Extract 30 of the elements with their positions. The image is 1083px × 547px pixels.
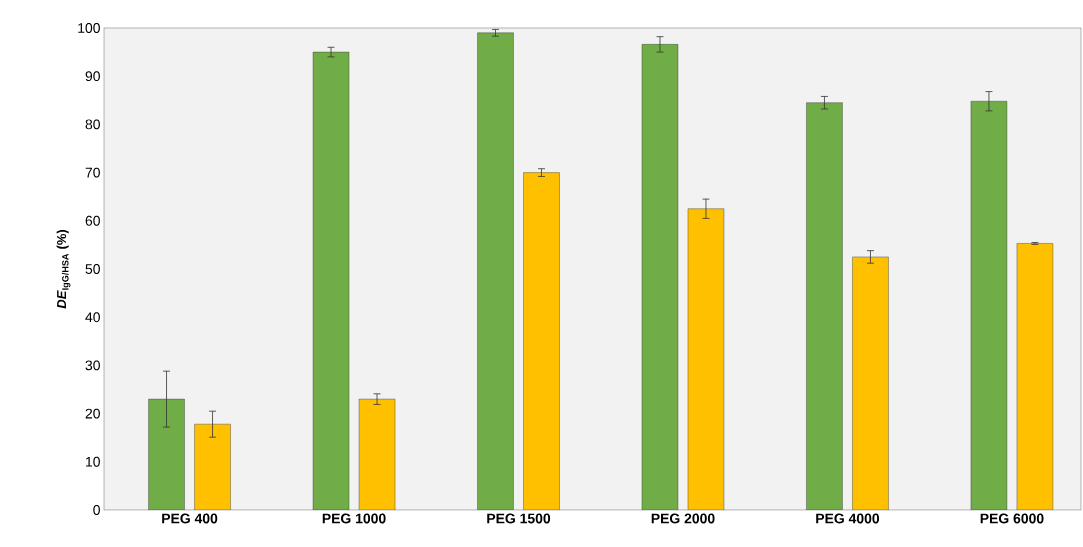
y-tick-label: 70 bbox=[85, 167, 100, 178]
bar bbox=[358, 398, 396, 510]
bar bbox=[641, 44, 679, 510]
bar bbox=[806, 102, 843, 510]
bar bbox=[852, 256, 889, 510]
x-tick-label: PEG 1000 bbox=[322, 513, 386, 524]
x-tick-label: PEG 4000 bbox=[816, 513, 880, 524]
bar bbox=[523, 172, 560, 510]
bar bbox=[687, 208, 725, 510]
y-tick-label: 50 bbox=[85, 264, 100, 274]
y-tick-label: 60 bbox=[85, 215, 100, 226]
x-tick-label: PEG 2000 bbox=[651, 513, 715, 524]
bar bbox=[312, 51, 350, 510]
y-tick-label: 30 bbox=[85, 360, 100, 371]
x-tick-label: PEG 1500 bbox=[487, 513, 551, 524]
bar bbox=[194, 423, 231, 510]
y-tick-label: 40 bbox=[85, 312, 100, 323]
y-tick-label: 80 bbox=[85, 119, 100, 130]
y-tick-label: 0 bbox=[93, 505, 100, 515]
y-tick-label: 90 bbox=[85, 71, 100, 82]
y-axis-title: DE$_{IgG/HSA}$ (%) bbox=[56, 229, 71, 309]
y-tick-label: 10 bbox=[86, 456, 100, 467]
bar bbox=[477, 32, 514, 510]
bar bbox=[1016, 243, 1054, 510]
y-tick-label: 20 bbox=[85, 408, 100, 419]
y-tick-label: 100 bbox=[78, 23, 100, 33]
x-tick-label: PEG 400 bbox=[162, 513, 218, 524]
x-tick-label: PEG 6000 bbox=[980, 513, 1044, 524]
bar bbox=[148, 398, 185, 510]
bar bbox=[970, 101, 1008, 510]
